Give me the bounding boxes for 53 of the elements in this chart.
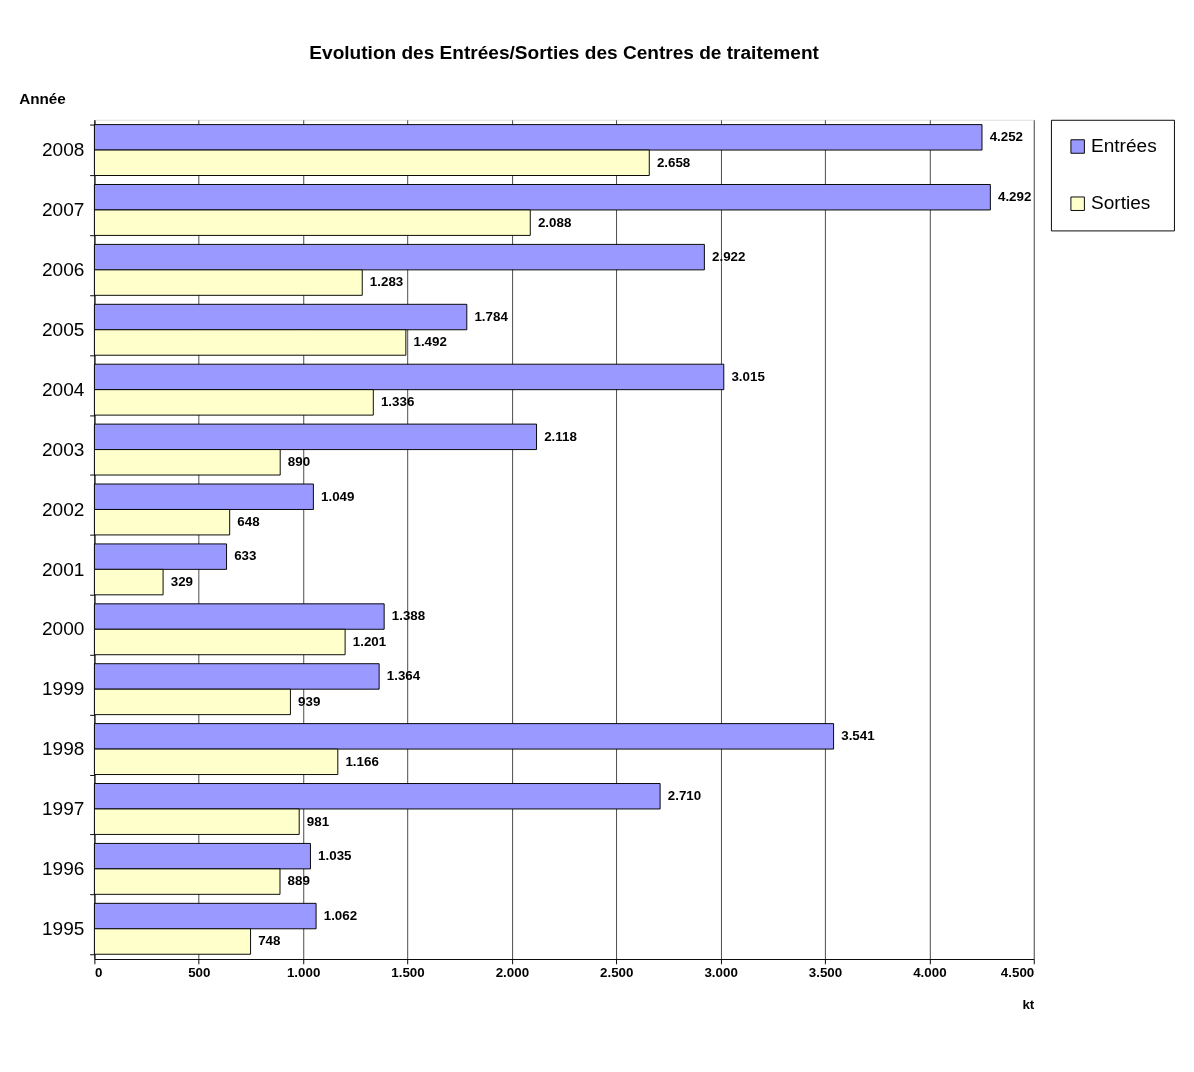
data-label: 1.062 — [323, 907, 358, 923]
y-tick-label: 2002 — [41, 498, 85, 520]
y-tick-label: 1997 — [41, 798, 85, 820]
data-label: 1.784 — [474, 308, 509, 324]
x-tick-label: 1.000 — [286, 964, 321, 980]
legend-label: Entrées — [1091, 135, 1157, 157]
chart-title: Evolution des Entrées/Sorties des Centres de traitement — [309, 41, 820, 63]
y-tick-label: 1996 — [41, 858, 85, 880]
x-tick-label: 500 — [188, 964, 211, 980]
data-label: 890 — [287, 454, 311, 470]
x-tick-label: 4.000 — [913, 964, 947, 980]
data-label: 1.166 — [345, 753, 379, 769]
y-tick-label: 1998 — [41, 738, 85, 760]
data-label: 1.049 — [321, 488, 355, 504]
data-label: 648 — [237, 514, 261, 530]
data-label: 2.710 — [667, 788, 702, 804]
y-tick-label: 1995 — [41, 917, 85, 939]
y-tick-label: 2006 — [41, 259, 85, 281]
data-label: 1.201 — [352, 633, 387, 649]
data-label: 633 — [234, 548, 257, 564]
legend-label: Sorties — [1091, 192, 1151, 214]
x-tick-label: 2.500 — [600, 964, 634, 980]
data-label: 1.492 — [413, 334, 447, 350]
y-tick-label: 2008 — [41, 139, 85, 161]
y-tick-label: 2007 — [41, 199, 85, 221]
y-tick-label: 2000 — [41, 618, 85, 640]
x-tick-label: 1.500 — [391, 964, 425, 980]
data-label: 2.658 — [656, 154, 691, 170]
data-label: 2.118 — [544, 428, 578, 444]
x-axis-title: kt — [1022, 997, 1035, 1013]
data-label: 748 — [258, 933, 282, 949]
data-label: 3.015 — [731, 368, 766, 384]
data-label: 4.252 — [989, 129, 1024, 145]
y-tick-label: 1999 — [41, 678, 85, 700]
x-tick-label: 3.500 — [808, 964, 843, 980]
y-tick-label: 2003 — [41, 438, 85, 460]
x-tick-label: 0 — [94, 964, 103, 980]
y-tick-label: 2004 — [41, 378, 85, 400]
data-label: 889 — [287, 873, 310, 889]
x-tick-label: 4.500 — [1000, 964, 1035, 980]
data-label: 2.088 — [537, 214, 572, 230]
y-tick-label: 2005 — [41, 318, 85, 340]
data-label: 1.283 — [369, 274, 404, 290]
data-label: 3.541 — [841, 728, 876, 744]
data-label: 939 — [298, 693, 321, 709]
x-tick-label: 2.000 — [495, 964, 530, 980]
data-label: 329 — [170, 573, 193, 589]
data-label: 981 — [306, 813, 330, 829]
y-axis-title: Année — [19, 89, 66, 107]
data-label: 4.292 — [997, 189, 1032, 205]
data-label: 1.035 — [318, 847, 353, 863]
y-tick-label: 2001 — [41, 558, 85, 580]
x-tick-label: 3.000 — [704, 964, 738, 980]
